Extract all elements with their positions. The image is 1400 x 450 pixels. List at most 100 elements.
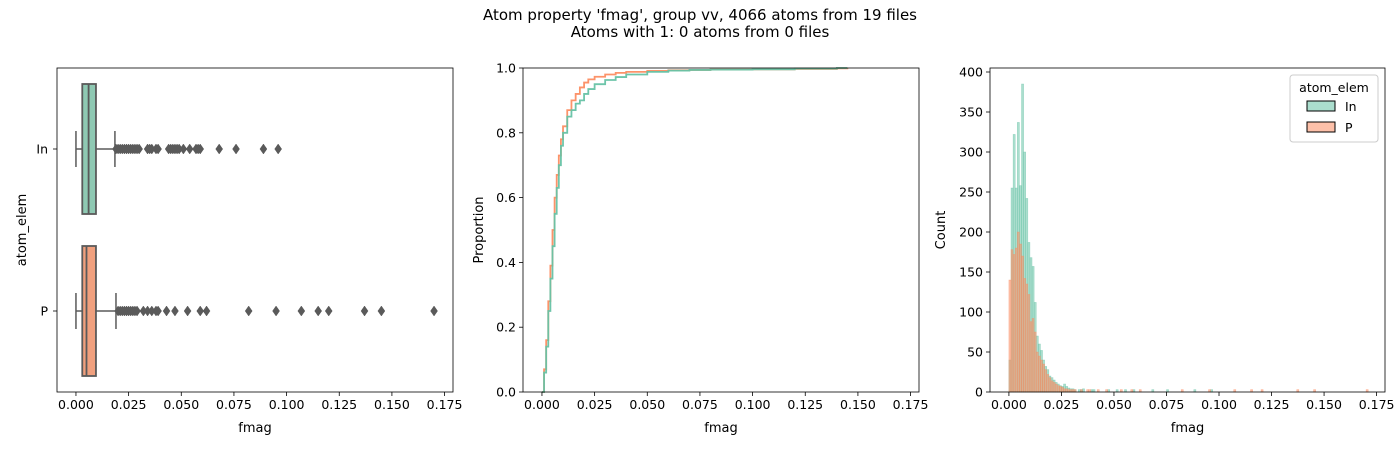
histogram-bar-P xyxy=(1056,385,1060,393)
x-axis-label: fmag xyxy=(704,421,737,436)
outlier-point xyxy=(202,305,211,317)
x-tick-label: 0.100 xyxy=(1201,397,1237,412)
histogram-bar-P xyxy=(1048,377,1052,393)
histogram-bar-P xyxy=(1027,294,1031,393)
histogram-bar-P xyxy=(1061,386,1064,393)
histogram-bar-P xyxy=(1008,279,1012,393)
histogram-bar-P xyxy=(1023,278,1026,393)
histogram-bar-P xyxy=(1010,249,1014,393)
outlier-point xyxy=(183,305,192,317)
boxplot-panel: In P 0.000 0.025 0.050 0.075 0.100 0.125 0.150 0.… xyxy=(15,67,463,436)
x-tick-label: 0.125 xyxy=(321,397,357,412)
y-tick-label: 100 xyxy=(959,305,983,320)
y-tick-label: 50 xyxy=(967,345,983,360)
outlier-point xyxy=(244,305,253,317)
histogram-bar-P xyxy=(1052,382,1056,393)
outlier-point xyxy=(171,305,179,317)
x-tick-label: 0.150 xyxy=(374,397,410,412)
outlier-point xyxy=(162,305,171,317)
outlier-point xyxy=(259,143,268,155)
histogram-bar-P xyxy=(1014,247,1018,393)
y-tick-label: 0.2 xyxy=(496,320,516,335)
histogram-panel: 0.000 0.025 0.050 0.075 0.100 0.125 0.150 0.175… xyxy=(934,65,1394,437)
outlier-point xyxy=(360,305,369,317)
outlier-point xyxy=(133,305,141,317)
outlier-point xyxy=(430,305,438,317)
x-tick-label: 0.175 xyxy=(1359,397,1395,412)
y-tick-label: 350 xyxy=(959,105,983,120)
histogram-bar-P xyxy=(1046,374,1050,393)
y-tick-label: In xyxy=(36,142,48,157)
x-tick-label: 0.125 xyxy=(787,397,823,412)
histogram-bar-P xyxy=(1059,386,1062,393)
y-tick-label: 150 xyxy=(959,265,983,280)
x-tick-label: 0.000 xyxy=(991,397,1027,412)
histogram-bar-P xyxy=(1025,283,1029,393)
x-tick-label: 0.050 xyxy=(163,397,199,412)
x-tick-label: 0.075 xyxy=(216,397,252,412)
y-axis-label: Count xyxy=(934,211,949,250)
box-P xyxy=(81,245,97,377)
x-tick-label: 0.150 xyxy=(1306,397,1342,412)
ecdf-line-P xyxy=(541,67,849,393)
y-tick-label: 0.6 xyxy=(496,190,516,205)
axes-frame xyxy=(989,67,1386,393)
outlier-point xyxy=(179,143,188,155)
histogram-bar-P xyxy=(1019,243,1022,393)
histogram-bar-P xyxy=(1050,380,1054,393)
outlier-point xyxy=(154,305,162,317)
x-tick-label: 0.175 xyxy=(427,397,463,412)
histogram-bar-P xyxy=(1054,383,1058,393)
x-tick-label: 0.025 xyxy=(111,397,147,412)
outlier-point xyxy=(232,143,240,155)
x-tick-label: 0.125 xyxy=(1254,397,1290,412)
ecdf-line-In xyxy=(541,67,848,393)
x-tick-label: 0.075 xyxy=(1149,397,1185,412)
y-axis-label: atom_elem xyxy=(15,194,30,266)
histogram-bar-In xyxy=(1082,388,1085,393)
legend-label-In: In xyxy=(1345,99,1357,114)
histogram-bar-P xyxy=(1029,321,1033,393)
x-tick-label: 0.150 xyxy=(840,397,876,412)
histogram-bar-P xyxy=(1042,363,1045,393)
outlier-point xyxy=(274,143,282,155)
y-tick-label: 0.8 xyxy=(496,125,516,140)
outlier-point xyxy=(377,305,386,317)
outlier-point xyxy=(185,143,194,155)
outlier-point xyxy=(297,305,306,317)
legend-label-P: P xyxy=(1345,120,1353,135)
histogram-bar-P xyxy=(1031,318,1035,393)
histogram-bar-P xyxy=(1065,388,1068,393)
histogram-bar-P xyxy=(1038,355,1041,393)
x-tick-label: 0.075 xyxy=(682,397,718,412)
x-tick-label: 0.025 xyxy=(577,397,613,412)
y-tick-label: 0 xyxy=(975,385,983,400)
y-tick-label: 0.0 xyxy=(496,385,516,400)
outlier-point xyxy=(154,143,162,155)
axes-frame xyxy=(522,67,920,393)
y-tick-label: 400 xyxy=(959,65,983,80)
legend-swatch-In xyxy=(1306,100,1336,112)
y-tick-label: 250 xyxy=(959,185,983,200)
x-tick-label: 0.000 xyxy=(524,397,560,412)
legend-swatch-P xyxy=(1306,121,1336,133)
ecdf-panel: 0.000 0.025 0.050 0.075 0.100 0.125 0.150 0.175… xyxy=(472,61,928,437)
x-tick-label: 0.175 xyxy=(893,397,929,412)
histogram-bar-P xyxy=(1035,351,1039,393)
y-tick-label: 1.0 xyxy=(496,61,516,76)
histogram-bar-P xyxy=(1044,369,1047,393)
axes-frame xyxy=(56,67,454,393)
outlier-point xyxy=(215,143,223,155)
histogram-bar-P xyxy=(1021,255,1024,393)
x-tick-label: 0.100 xyxy=(269,397,305,412)
outlier-point xyxy=(196,305,205,317)
outlier-point xyxy=(196,143,205,155)
histogram-bar-P xyxy=(1033,331,1037,393)
outlier-point xyxy=(314,305,322,317)
histogram-bar-P xyxy=(1017,231,1020,393)
y-axis-label: Proportion xyxy=(472,196,487,263)
y-tick-label: 0.4 xyxy=(496,255,516,270)
x-tick-label: 0.000 xyxy=(58,397,94,412)
